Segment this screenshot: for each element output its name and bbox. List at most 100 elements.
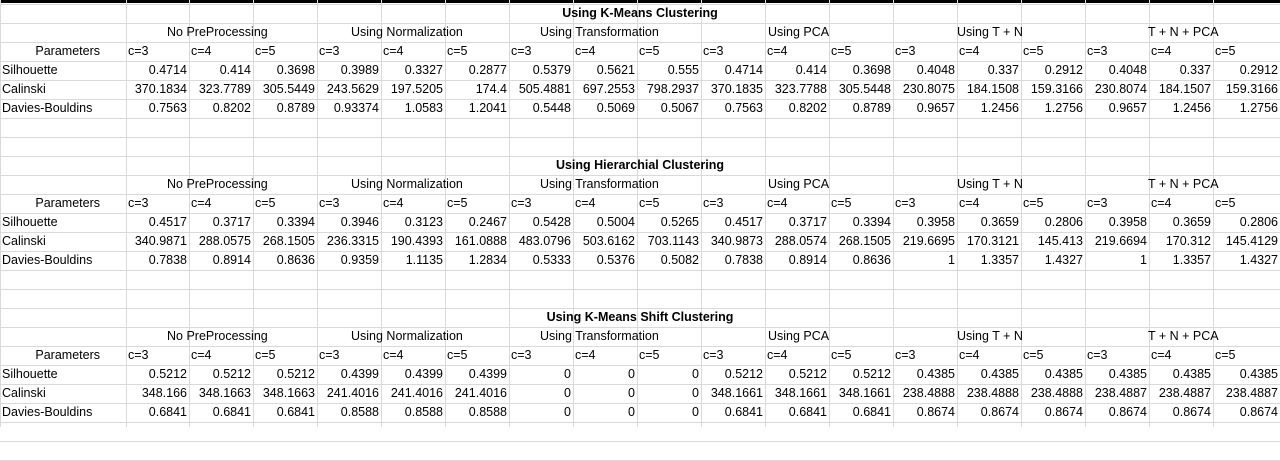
metric-value: 0 bbox=[564, 367, 571, 381]
grid-row-line bbox=[0, 270, 1280, 271]
metric-value: 0 bbox=[692, 405, 699, 419]
metric-label: Davies-Bouldins bbox=[2, 101, 93, 115]
grid-col-line bbox=[637, 0, 638, 427]
metric-value: 288.0575 bbox=[198, 234, 251, 248]
metric-value: 0.5265 bbox=[660, 215, 699, 229]
grid-col-line bbox=[1021, 0, 1022, 427]
metric-value: 0.5379 bbox=[532, 63, 571, 77]
metric-value: 0.3698 bbox=[276, 63, 315, 77]
metric-value: 0.4399 bbox=[340, 367, 379, 381]
metric-value: 0 bbox=[564, 405, 571, 419]
metric-label: Silhouette bbox=[2, 63, 58, 77]
group-header: Using Normalization bbox=[351, 25, 463, 39]
metric-value: 0.8674 bbox=[980, 405, 1019, 419]
grid-row-line bbox=[0, 346, 1280, 347]
metric-value: 219.6694 bbox=[1094, 234, 1147, 248]
metric-label: Silhouette bbox=[2, 215, 58, 229]
metric-value: 0 bbox=[692, 386, 699, 400]
grid-col-line bbox=[509, 0, 510, 427]
group-header: No PreProcessing bbox=[167, 177, 268, 191]
cluster-label: c=5 bbox=[1023, 196, 1044, 210]
cluster-label: c=3 bbox=[128, 348, 149, 362]
cluster-label: c=5 bbox=[255, 44, 276, 58]
metric-value: 0.337 bbox=[987, 63, 1019, 77]
metric-value: 1 bbox=[948, 253, 955, 267]
metric-value: 238.4887 bbox=[1158, 386, 1211, 400]
metric-value: 0.337 bbox=[1179, 63, 1211, 77]
metric-value: 370.1835 bbox=[710, 82, 763, 96]
block-title: Using Hierarchial Clustering bbox=[555, 158, 725, 172]
metric-label: Calinski bbox=[2, 234, 46, 248]
cluster-label: c=4 bbox=[383, 44, 404, 58]
cluster-label: c=4 bbox=[575, 44, 596, 58]
metric-value: 170.3121 bbox=[966, 234, 1019, 248]
metric-value: 0.4048 bbox=[1108, 63, 1147, 77]
grid-col-line bbox=[126, 0, 127, 427]
metric-value: 0.8636 bbox=[276, 253, 315, 267]
metric-value: 0.3394 bbox=[852, 215, 891, 229]
cluster-label: c=5 bbox=[447, 196, 468, 210]
cluster-label: c=4 bbox=[191, 196, 212, 210]
metric-value: 0.4385 bbox=[916, 367, 955, 381]
group-header: Using Normalization bbox=[351, 329, 463, 343]
metric-value: 348.1661 bbox=[838, 386, 891, 400]
grid-col-line bbox=[1213, 0, 1214, 427]
metric-value: 0.8588 bbox=[404, 405, 443, 419]
grid-col-line bbox=[381, 0, 382, 427]
metric-value: 0.3946 bbox=[340, 215, 379, 229]
metric-label: Silhouette bbox=[2, 367, 58, 381]
cluster-label: c=3 bbox=[511, 196, 532, 210]
metric-value: 0.2467 bbox=[468, 215, 507, 229]
metric-value: 268.1505 bbox=[262, 234, 315, 248]
grid-col-line bbox=[445, 0, 446, 427]
metric-value: 503.6162 bbox=[582, 234, 635, 248]
metric-value: 0.6841 bbox=[148, 405, 187, 419]
metric-value: 0.8674 bbox=[1239, 405, 1278, 419]
metric-value: 184.1508 bbox=[966, 82, 1019, 96]
cluster-label: c=5 bbox=[831, 348, 852, 362]
metric-value: 0.4399 bbox=[404, 367, 443, 381]
cluster-label: c=5 bbox=[1023, 348, 1044, 362]
metric-value: 0.9657 bbox=[916, 101, 955, 115]
metric-value: 288.0574 bbox=[774, 234, 827, 248]
metric-value: 305.5448 bbox=[838, 82, 891, 96]
grid-row-line bbox=[0, 289, 1280, 290]
group-header: Using T + N bbox=[957, 177, 1023, 191]
cluster-label: c=4 bbox=[383, 348, 404, 362]
metric-value: 236.3315 bbox=[326, 234, 379, 248]
metric-value: 323.7788 bbox=[774, 82, 827, 96]
metric-value: 0.4385 bbox=[1044, 367, 1083, 381]
grid-row-line bbox=[0, 80, 1280, 81]
grid-col-line bbox=[573, 0, 574, 427]
cluster-label: c=3 bbox=[319, 348, 340, 362]
metric-value: 0.5448 bbox=[532, 101, 571, 115]
metric-value: 0.4714 bbox=[724, 63, 763, 77]
grid-row-line bbox=[0, 327, 1280, 328]
parameters-label: Parameters bbox=[35, 196, 100, 210]
grid-col-line bbox=[189, 0, 190, 427]
cluster-label: c=4 bbox=[1151, 348, 1172, 362]
cluster-label: c=5 bbox=[1215, 348, 1236, 362]
metric-value: 0 bbox=[692, 367, 699, 381]
group-header: T + N + PCA bbox=[1148, 25, 1219, 39]
metric-value: 268.1505 bbox=[838, 234, 891, 248]
cluster-label: c=5 bbox=[831, 196, 852, 210]
metric-value: 0.5212 bbox=[276, 367, 315, 381]
cluster-label: c=3 bbox=[511, 44, 532, 58]
metric-value: 0.5067 bbox=[660, 101, 699, 115]
metric-value: 0.414 bbox=[795, 63, 827, 77]
metric-value: 238.4888 bbox=[966, 386, 1019, 400]
grid-col-line bbox=[957, 0, 958, 427]
metric-value: 0.6841 bbox=[852, 405, 891, 419]
metric-value: 348.1663 bbox=[198, 386, 251, 400]
metric-value: 0.3123 bbox=[404, 215, 443, 229]
cluster-label: c=3 bbox=[1087, 348, 1108, 362]
cluster-label: c=3 bbox=[703, 44, 724, 58]
metric-value: 0 bbox=[628, 367, 635, 381]
parameters-label: Parameters bbox=[35, 44, 100, 58]
metric-value: 340.9871 bbox=[134, 234, 187, 248]
group-header: Using Transformation bbox=[540, 329, 659, 343]
metric-value: 0.8202 bbox=[788, 101, 827, 115]
cluster-label: c=3 bbox=[128, 44, 149, 58]
